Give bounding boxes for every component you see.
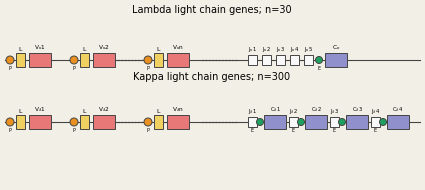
Text: C$_{\lambda}$4: C$_{\lambda}$4 — [392, 105, 404, 114]
Bar — [16, 53, 25, 67]
Text: P: P — [8, 128, 11, 133]
Text: J$_{\kappa}$3: J$_{\kappa}$3 — [276, 45, 285, 54]
Text: P: P — [147, 66, 150, 71]
Bar — [276, 55, 285, 65]
Bar — [290, 55, 299, 65]
Text: P: P — [147, 128, 150, 133]
Circle shape — [144, 56, 152, 64]
Circle shape — [257, 119, 264, 126]
Bar — [371, 117, 380, 127]
Text: C$_{\lambda}$3: C$_{\lambda}$3 — [351, 105, 363, 114]
Circle shape — [298, 119, 304, 126]
Text: V$_{\lambda}$2: V$_{\lambda}$2 — [98, 105, 110, 114]
Text: J$_{\kappa}$1: J$_{\kappa}$1 — [248, 45, 257, 54]
Text: L: L — [157, 47, 160, 52]
Text: J$_{\lambda}$3: J$_{\lambda}$3 — [330, 107, 339, 116]
Bar — [154, 53, 163, 67]
Circle shape — [70, 56, 78, 64]
Bar — [264, 115, 286, 129]
Text: C$_{\lambda}$2: C$_{\lambda}$2 — [311, 105, 321, 114]
Circle shape — [6, 118, 14, 126]
Text: V$_{\kappa}$2: V$_{\kappa}$2 — [98, 43, 110, 52]
Text: J$_{\lambda}$1: J$_{\lambda}$1 — [248, 107, 257, 116]
Text: Lambda light chain genes; n=30: Lambda light chain genes; n=30 — [132, 5, 292, 15]
Text: V$_{\lambda}$1: V$_{\lambda}$1 — [34, 105, 46, 114]
Text: L: L — [157, 109, 160, 114]
Text: L: L — [19, 109, 22, 114]
Text: J$_{\kappa}$2: J$_{\kappa}$2 — [262, 45, 271, 54]
Text: Kappa light chain genes; n=300: Kappa light chain genes; n=300 — [133, 72, 291, 82]
Bar — [167, 53, 189, 67]
Circle shape — [315, 56, 323, 63]
Bar — [304, 55, 313, 65]
Bar — [289, 117, 298, 127]
Text: L: L — [83, 109, 86, 114]
Bar — [93, 115, 115, 129]
Bar — [330, 117, 339, 127]
Text: C$_{\kappa}$: C$_{\kappa}$ — [332, 43, 340, 52]
Bar — [248, 117, 257, 127]
Text: P: P — [73, 66, 75, 71]
Bar — [262, 55, 271, 65]
Text: J$_{\lambda}$2: J$_{\lambda}$2 — [289, 107, 298, 116]
Text: V$_{\lambda}$n: V$_{\lambda}$n — [172, 105, 184, 114]
Bar — [248, 55, 257, 65]
Text: J$_{\lambda}$4: J$_{\lambda}$4 — [371, 107, 380, 116]
Text: V$_{\kappa}$1: V$_{\kappa}$1 — [34, 43, 46, 52]
Circle shape — [380, 119, 386, 126]
Text: P: P — [8, 66, 11, 71]
Bar — [346, 115, 368, 129]
Circle shape — [338, 119, 346, 126]
Text: E: E — [317, 66, 320, 71]
Text: E: E — [333, 128, 336, 133]
Bar — [387, 115, 409, 129]
Bar — [167, 115, 189, 129]
Bar — [29, 53, 51, 67]
Text: J$_{\kappa}$4: J$_{\kappa}$4 — [290, 45, 299, 54]
Text: E: E — [374, 128, 377, 133]
Text: L: L — [19, 47, 22, 52]
Bar — [325, 53, 347, 67]
Text: E: E — [292, 128, 295, 133]
Text: V$_{\kappa}$n: V$_{\kappa}$n — [172, 43, 184, 52]
Text: J$_{\kappa}$5: J$_{\kappa}$5 — [304, 45, 313, 54]
Circle shape — [70, 118, 78, 126]
Bar — [29, 115, 51, 129]
Text: E: E — [251, 128, 254, 133]
Bar — [93, 53, 115, 67]
Bar — [80, 115, 89, 129]
Text: L: L — [83, 47, 86, 52]
Circle shape — [144, 118, 152, 126]
Bar — [154, 115, 163, 129]
Bar — [305, 115, 327, 129]
Bar — [16, 115, 25, 129]
Text: C$_{\lambda}$1: C$_{\lambda}$1 — [269, 105, 280, 114]
Circle shape — [6, 56, 14, 64]
Text: P: P — [73, 128, 75, 133]
Bar — [80, 53, 89, 67]
